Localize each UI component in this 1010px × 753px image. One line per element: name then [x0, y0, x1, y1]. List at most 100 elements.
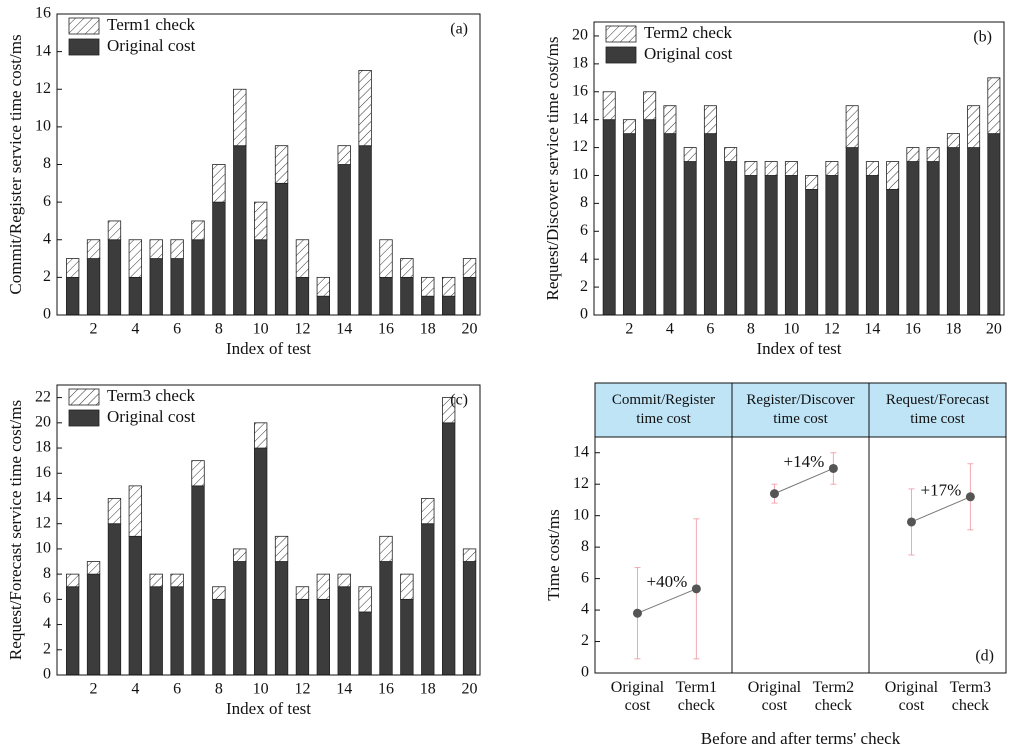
legend-label: Original cost	[644, 44, 733, 63]
legend-swatch	[68, 409, 100, 427]
x-tick-label: 12	[294, 681, 310, 698]
y-tick-label: 12	[35, 80, 51, 97]
bar	[379, 239, 393, 278]
connector	[774, 468, 834, 495]
bar	[295, 598, 310, 676]
y-tick-label: 4	[580, 250, 588, 267]
y-tick-label: 8	[43, 565, 51, 582]
y-tick-label: 0	[43, 666, 51, 683]
bar	[421, 276, 435, 297]
bar	[967, 147, 981, 316]
x-tick-label: 18	[945, 321, 961, 338]
legend-swatch	[605, 46, 637, 64]
bar	[400, 276, 414, 316]
legend-swatch	[68, 38, 100, 56]
annotation: +17%	[921, 480, 962, 499]
x-tick-label: 20	[986, 321, 1002, 338]
bar	[441, 422, 456, 676]
bar	[274, 182, 289, 316]
plot-frame	[593, 21, 1005, 316]
y-axis-label: Request/Discover service time cost/ms	[543, 37, 562, 301]
group-header: Request/Forecast time cost	[885, 392, 990, 427]
y-tick-label: 10	[572, 166, 588, 183]
y-tick-label: 2	[581, 632, 589, 649]
x-axis-label: Before and after terms' check	[701, 729, 901, 748]
bar	[233, 561, 247, 676]
y-tick-label: 6	[43, 193, 51, 210]
bar	[784, 161, 798, 176]
y-tick-label: 4	[581, 601, 589, 618]
bar	[400, 573, 414, 600]
panel-label: (a)	[450, 21, 468, 38]
x-tick-label: 14	[864, 321, 880, 338]
x-tick-label: Term1 check	[675, 679, 718, 714]
bar	[295, 239, 310, 278]
legend-label: Original cost	[107, 36, 196, 55]
x-tick-label: 6	[173, 321, 181, 338]
bar	[337, 573, 351, 588]
bar	[253, 201, 268, 241]
y-tick-label: 18	[35, 439, 51, 456]
y-tick-label: 2	[43, 640, 51, 657]
bar	[212, 598, 226, 676]
bar	[170, 586, 184, 676]
bar	[170, 258, 184, 316]
x-axis-label: Index of test	[757, 339, 842, 358]
bar	[906, 161, 920, 316]
bar	[441, 397, 456, 424]
bar	[86, 258, 101, 316]
plot-frame	[594, 382, 1007, 674]
x-tick-label: Term3 check	[949, 679, 992, 714]
bar	[379, 535, 393, 562]
bar	[622, 133, 636, 316]
panel-label: (c)	[450, 392, 468, 409]
x-tick-label: Original cost	[884, 679, 939, 714]
bar	[128, 535, 142, 676]
x-axis-label: Index of test	[226, 699, 311, 718]
bar	[107, 220, 122, 241]
bar	[337, 145, 351, 165]
x-tick-label: 18	[420, 321, 436, 338]
bar	[643, 119, 657, 316]
bar	[233, 548, 247, 562]
bar	[212, 201, 226, 316]
plot-frame	[56, 384, 481, 676]
y-tick-label: 6	[581, 569, 589, 586]
legend-swatch	[68, 17, 100, 35]
bar	[274, 535, 289, 562]
x-tick-label: 8	[747, 321, 755, 338]
bar	[845, 105, 859, 148]
bar	[845, 147, 859, 316]
header-band	[595, 383, 1006, 437]
bar	[128, 239, 142, 278]
bar	[274, 145, 289, 184]
y-tick-label: 4	[43, 615, 51, 632]
y-tick-label: 0	[43, 306, 51, 323]
bar	[233, 145, 247, 316]
bar	[987, 77, 1001, 135]
x-tick-label: 18	[420, 681, 436, 698]
bar	[379, 561, 393, 676]
x-tick-label: 6	[173, 681, 181, 698]
y-tick-label: 12	[572, 138, 588, 155]
x-tick-label: 16	[905, 321, 921, 338]
bar	[462, 548, 477, 562]
group-header: Commit/Register time cost	[611, 392, 716, 427]
bar	[212, 164, 226, 203]
y-tick-label: 14	[573, 443, 589, 460]
legend-label: Original cost	[107, 407, 196, 426]
connector	[637, 588, 697, 614]
bar	[683, 147, 697, 162]
point	[769, 489, 779, 499]
x-tick-label: 8	[215, 321, 223, 338]
point	[632, 608, 642, 618]
bar	[191, 485, 205, 676]
bar	[149, 258, 163, 316]
bar	[643, 91, 657, 121]
legend-label: Term3 check	[107, 386, 196, 405]
bar	[107, 239, 122, 316]
bar	[86, 573, 101, 676]
bar	[441, 276, 456, 297]
bar	[128, 485, 142, 537]
